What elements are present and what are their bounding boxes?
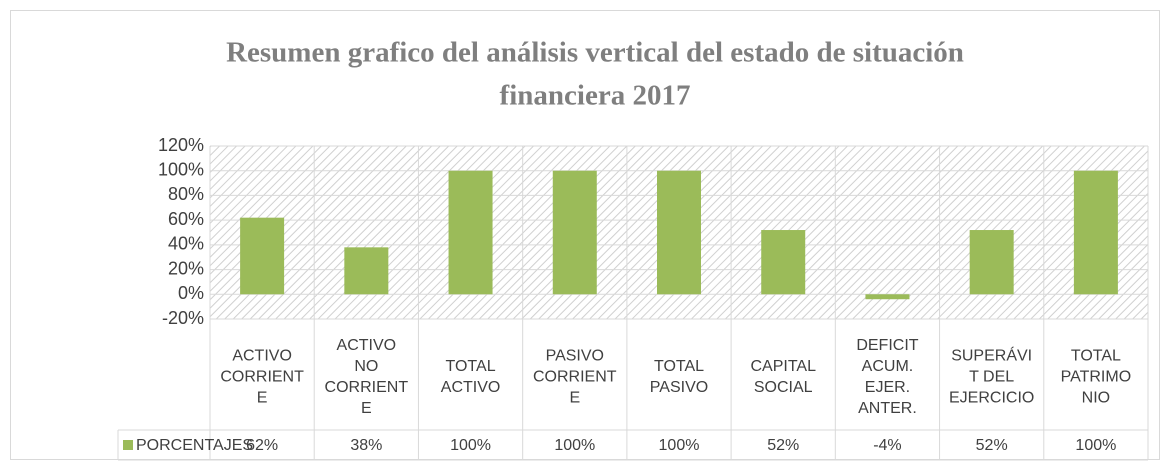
bar bbox=[865, 294, 910, 300]
y-tick-label: 120% bbox=[158, 135, 204, 155]
x-tick-label: ACUM. bbox=[862, 358, 914, 375]
x-tick-label: PASIVO bbox=[546, 348, 604, 365]
x-tick-label: ACTIVO bbox=[337, 337, 397, 354]
x-tick-label: PASIVO bbox=[650, 379, 708, 396]
x-tick-label: ACTIVO bbox=[441, 379, 501, 396]
x-tick-label: CORRIENT bbox=[220, 369, 304, 386]
bar bbox=[657, 170, 701, 295]
data-table-value: -4% bbox=[873, 437, 901, 454]
x-tick-label: CAPITAL bbox=[750, 358, 816, 375]
data-table-value: 38% bbox=[350, 437, 382, 454]
x-tick-label: EJER. bbox=[865, 379, 910, 396]
data-table-value: 100% bbox=[1075, 437, 1116, 454]
data-table-value: 100% bbox=[554, 437, 595, 454]
x-tick-label: SOCIAL bbox=[754, 379, 813, 396]
data-table-value: 100% bbox=[450, 437, 491, 454]
x-tick-label: E bbox=[257, 390, 268, 407]
x-tick-label: TOTAL bbox=[446, 358, 496, 375]
x-tick-label: SUPERÁVI bbox=[951, 346, 1032, 365]
data-table-value: 52% bbox=[767, 437, 799, 454]
x-tick-label: CORRIENT bbox=[533, 369, 617, 386]
bar bbox=[344, 247, 389, 295]
x-tick-label: DEFICIT bbox=[856, 337, 918, 354]
y-tick-label: 60% bbox=[168, 209, 204, 229]
y-tick-label: 100% bbox=[158, 159, 204, 179]
x-tick-label: TOTAL bbox=[654, 358, 704, 375]
x-tick-label: E bbox=[569, 390, 580, 407]
x-tick-label: TOTAL bbox=[1071, 348, 1121, 365]
x-tick-label: NIO bbox=[1082, 390, 1110, 407]
bar bbox=[1073, 170, 1118, 295]
x-tick-label: PATRIMO bbox=[1061, 369, 1132, 386]
chart-title: Resumen grafico del análisis vertical de… bbox=[226, 37, 964, 69]
x-tick-label: ACTIVO bbox=[232, 348, 292, 365]
bar bbox=[969, 230, 1014, 295]
x-tick-label: E bbox=[361, 400, 372, 417]
y-tick-label: 80% bbox=[168, 184, 204, 204]
x-tick-label: ANTER. bbox=[858, 400, 917, 417]
y-tick-label: 40% bbox=[168, 234, 204, 254]
y-tick-label: -20% bbox=[162, 308, 204, 328]
bar bbox=[240, 217, 285, 295]
legend-label: PORCENTAJES bbox=[136, 437, 253, 454]
x-tick-label: NO bbox=[354, 358, 378, 375]
data-table-value: 62% bbox=[246, 437, 278, 454]
legend-swatch bbox=[123, 440, 133, 450]
bar bbox=[761, 230, 806, 295]
y-tick-label: 0% bbox=[178, 283, 204, 303]
data-table-value: 52% bbox=[976, 437, 1008, 454]
bar bbox=[552, 170, 597, 295]
data-table-value: 100% bbox=[659, 437, 700, 454]
x-tick-label: EJERCICIO bbox=[949, 390, 1034, 407]
x-tick-label: T DEL bbox=[969, 369, 1014, 386]
bar bbox=[448, 170, 493, 295]
chart-title: financiera 2017 bbox=[500, 80, 691, 112]
y-tick-label: 20% bbox=[168, 258, 204, 278]
x-tick-label: CORRIENT bbox=[325, 379, 409, 396]
